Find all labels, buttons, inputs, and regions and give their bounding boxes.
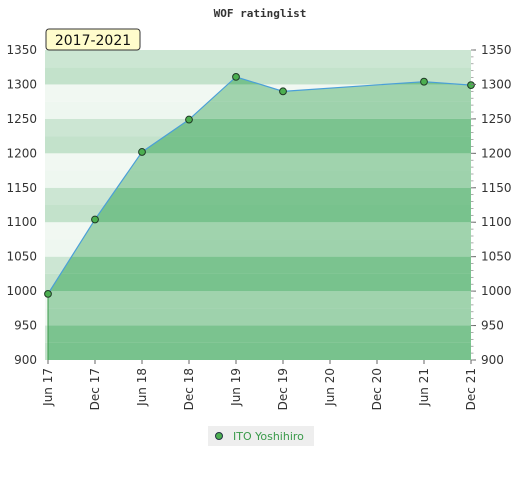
legend-label: ITO Yoshihiro [233, 430, 304, 443]
area-fill-band [48, 325, 471, 343]
background-band [45, 50, 471, 68]
area-fill-band [48, 239, 471, 257]
chart-title: WOF ratinglist [214, 7, 307, 20]
legend-background [208, 426, 314, 446]
data-point [44, 289, 52, 298]
y-tick-label-right: 1050 [481, 250, 512, 264]
y-tick-label-left: 900 [14, 353, 37, 367]
y-tick-label-right: 1300 [481, 77, 512, 91]
area-fill-band [48, 205, 471, 223]
period-label-background [45, 28, 141, 51]
y-tick-label-left: 1200 [6, 146, 37, 160]
data-point [420, 77, 428, 86]
data-point [185, 115, 193, 124]
y-tick-label-right: 900 [481, 353, 504, 367]
x-tick-label: Dec 21 [464, 368, 478, 410]
x-tick-label: Dec 19 [276, 368, 290, 410]
x-tick-label: Dec 18 [182, 368, 196, 410]
data-point [279, 87, 287, 96]
x-tick-label: Jun 20 [323, 368, 337, 407]
area-fill-band [48, 342, 471, 360]
y-tick-label-left: 1250 [6, 112, 37, 126]
line-layer [47, 76, 472, 295]
x-tick-label: Jun 21 [417, 368, 431, 407]
y-tick-label-right: 1200 [481, 146, 512, 160]
background-band [45, 67, 471, 85]
y-tick-label-right: 1150 [481, 181, 512, 195]
y-tick-label-left: 1050 [6, 250, 37, 264]
area-fill-band [48, 256, 471, 274]
area-fill-band [48, 170, 471, 188]
axis-layer: 900 900 950 950 1000 1000 1050 1050 1100 1100 1150… [6, 43, 511, 410]
legend: ITO Yoshihiro [208, 426, 314, 446]
data-point [91, 215, 99, 224]
y-tick-label-right: 1100 [481, 215, 512, 229]
y-tick-label-left: 1350 [6, 43, 37, 57]
x-tick-label: Jun 19 [229, 368, 243, 407]
area-fill-band [48, 187, 471, 205]
data-point [138, 148, 146, 156]
y-tick-label-left: 1150 [6, 181, 37, 195]
area-fill-band [48, 222, 471, 240]
y-tick-label-left: 1300 [6, 77, 37, 91]
marker-layer [44, 72, 475, 298]
x-tick-label: Jun 18 [135, 368, 149, 407]
legend-marker-icon [215, 432, 223, 440]
y-tick-label-left: 1100 [6, 215, 37, 229]
area-fill-band [48, 308, 471, 326]
y-tick-label-left: 950 [14, 319, 37, 333]
y-tick-label-right: 1000 [481, 284, 512, 298]
x-tick-label: Jun 17 [41, 368, 55, 407]
y-tick-label-right: 1350 [481, 43, 512, 57]
area-fill-band [48, 153, 471, 171]
data-point [467, 81, 475, 90]
period-label-box: 2017-2021 [45, 28, 141, 51]
area-fill-band [48, 273, 471, 292]
y-tick-label-left: 1000 [6, 284, 37, 298]
series-line [47, 76, 472, 295]
y-tick-label-right: 1250 [481, 112, 512, 126]
y-tick-label-right: 950 [481, 319, 504, 333]
x-tick-label: Dec 17 [88, 368, 102, 410]
x-tick-label: Dec 20 [370, 368, 384, 410]
period-label: 2017-2021 [55, 33, 131, 49]
data-point [232, 72, 240, 81]
area-fill-band [48, 291, 471, 309]
